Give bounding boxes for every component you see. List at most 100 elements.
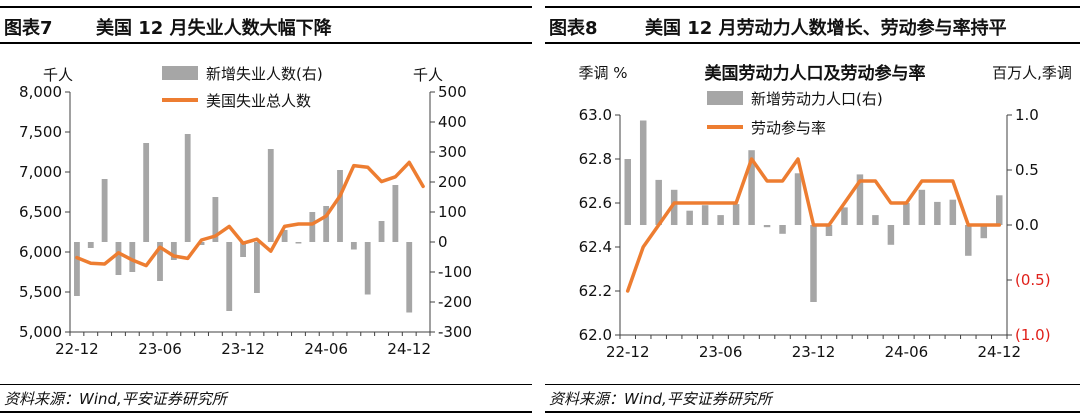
left-bar xyxy=(323,206,330,242)
left-right-tick-label: -300 xyxy=(438,323,472,341)
left-right-tick-label: 400 xyxy=(438,113,467,131)
left-x-tick-label: 23-06 xyxy=(138,340,182,358)
right-bar xyxy=(763,225,771,228)
right-bar xyxy=(639,120,647,225)
left-line-series xyxy=(75,160,425,268)
left-right-tick-label: 500 xyxy=(438,83,467,101)
left-bar xyxy=(267,149,274,242)
left-x-tick-label: 24-06 xyxy=(304,340,348,358)
left-legend-bar-swatch xyxy=(162,66,198,80)
right-right-tick-label: 0.5 xyxy=(1015,161,1039,179)
left-bar xyxy=(170,242,177,260)
right-legend-line-label: 劳动参与率 xyxy=(751,119,826,137)
right-x-tick-label: 22-12 xyxy=(606,343,650,361)
right-bar xyxy=(825,225,833,236)
right-right-unit: 百万人,季调 xyxy=(992,64,1072,82)
left-bar xyxy=(143,143,150,242)
right-bar xyxy=(655,179,662,225)
left-bar xyxy=(295,242,302,244)
right-left-unit: 季调 % xyxy=(578,64,627,82)
right-bar xyxy=(965,225,972,256)
right-left-tick-label: 62.4 xyxy=(579,238,612,256)
left-right-tick-label: 200 xyxy=(438,173,467,191)
left-right-tick-label: 300 xyxy=(438,143,467,161)
right-bar xyxy=(841,207,848,225)
right-x-tick-label: 23-06 xyxy=(699,343,743,361)
left-bar xyxy=(184,134,191,242)
right-left-tick-label: 62.8 xyxy=(579,150,612,168)
left-right-unit: 千人 xyxy=(413,66,443,84)
left-left-tick-label: 7,500 xyxy=(19,123,62,141)
right-right-tick-label: (0.5) xyxy=(1015,271,1051,289)
right-x-tick-label: 23-12 xyxy=(792,343,836,361)
left-bar xyxy=(406,242,413,313)
left-source-bar: 资料来源：Wind,平安证券研究所 xyxy=(0,384,532,413)
right-x-tick-label: 24-06 xyxy=(885,343,929,361)
left-left-tick-label: 6,500 xyxy=(19,203,62,221)
right-bar xyxy=(732,204,740,225)
right-legend-bar-label: 新增劳动力人口(右) xyxy=(751,90,883,108)
left-bar xyxy=(74,242,80,296)
left-left-tick-label: 5,000 xyxy=(19,323,62,341)
left-left-tick-label: 7,000 xyxy=(19,163,62,181)
left-panel: 图表7 美国 12 月失业人数大幅下降 5,000 5,500 6,000 6,500… xyxy=(0,0,532,417)
right-bar xyxy=(918,189,926,225)
right-bar xyxy=(934,201,941,225)
right-bar xyxy=(779,225,786,234)
right-bar xyxy=(856,174,864,225)
left-bar xyxy=(157,242,163,281)
left-bar xyxy=(350,242,357,250)
left-source-note: 资料来源：Wind,平安证券研究所 xyxy=(4,390,227,408)
left-x-tick-label: 23-12 xyxy=(221,340,265,358)
left-figure-number: 图表7 xyxy=(4,18,53,39)
right-bar xyxy=(980,225,988,239)
left-left-tick-label: 8,000 xyxy=(19,83,62,101)
left-bar xyxy=(281,230,288,242)
right-chart-title: 美国劳动力人口及劳动参与率 xyxy=(705,63,926,84)
right-bar xyxy=(949,199,957,225)
right-bar xyxy=(887,225,895,245)
right-bar xyxy=(701,205,709,225)
left-bar xyxy=(378,221,385,242)
left-title-bar: 图表7 美国 12 月失业人数大幅下降 xyxy=(0,6,532,44)
right-bar xyxy=(996,195,1003,225)
left-right-tick-label: 100 xyxy=(438,203,467,221)
left-x-tick-label: 22-12 xyxy=(55,340,99,358)
right-line-series xyxy=(625,157,1002,293)
right-source-bar: 资料来源：Wind,平安证券研究所 xyxy=(545,384,1080,413)
right-right-tick-label: 0.0 xyxy=(1015,216,1039,234)
right-bar xyxy=(794,173,802,225)
right-bar xyxy=(624,159,631,225)
right-legend-bar-swatch xyxy=(707,91,743,105)
labor-force-chart: 62.0 62.2 62.4 62.6 62.8 63.0 (1.0) (0.5) 0.0 0.5… xyxy=(578,63,1072,361)
right-left-tick-label: 62.0 xyxy=(579,326,612,344)
left-bar xyxy=(212,197,219,242)
right-panel: 图表8 美国 12 月劳动力人数增长、劳动参与率持平 62.0 62.2 62.4 6… xyxy=(545,0,1080,417)
left-legend-line-label: 美国失业总人数 xyxy=(206,92,311,110)
right-source-note: 资料来源：Wind,平安证券研究所 xyxy=(549,390,772,408)
right-bar xyxy=(717,215,724,225)
right-bar xyxy=(670,189,678,225)
right-x-tick-label: 24-12 xyxy=(977,343,1021,361)
left-left-unit: 千人 xyxy=(43,66,73,84)
right-right-tick-label: 1.0 xyxy=(1015,106,1039,124)
left-bar xyxy=(309,212,316,242)
left-bar xyxy=(129,242,136,272)
right-bar xyxy=(903,203,910,225)
left-right-tick-label: 0 xyxy=(438,233,448,251)
left-left-tick-label: 6,000 xyxy=(19,243,62,261)
right-bar xyxy=(872,215,879,225)
left-x-tick-label: 24-12 xyxy=(387,340,431,358)
right-figure-title: 美国 12 月劳动力人数增长、劳动参与率持平 xyxy=(645,18,1007,39)
left-bar xyxy=(364,242,371,295)
left-right-tick-label: -200 xyxy=(438,293,472,311)
unemployment-chart: 5,000 5,500 6,000 6,500 7,000 7,500 8,000 -300 -… xyxy=(19,65,472,358)
right-bar xyxy=(810,225,817,302)
left-bar xyxy=(115,242,122,275)
right-bar xyxy=(748,150,755,225)
right-left-tick-label: 62.2 xyxy=(579,282,612,300)
left-legend-bar-label: 新增失业人数(右) xyxy=(206,65,323,83)
right-title-bar: 图表8 美国 12 月劳动力人数增长、劳动参与率持平 xyxy=(545,6,1080,44)
left-left-tick-label: 5,500 xyxy=(19,283,62,301)
left-right-tick-label: -100 xyxy=(438,263,472,281)
